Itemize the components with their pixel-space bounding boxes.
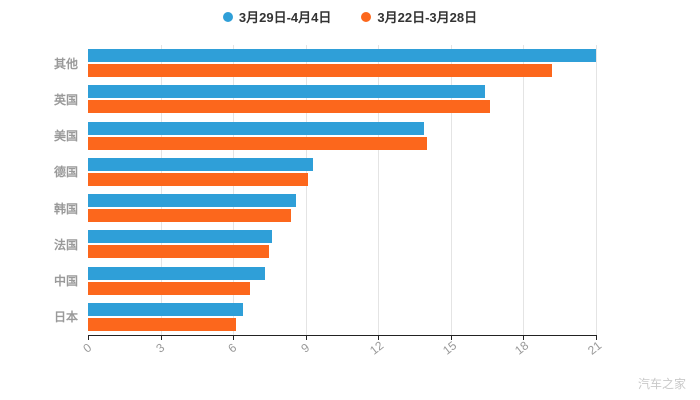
bar — [88, 317, 236, 331]
bar — [88, 157, 313, 171]
y-axis-label: 美国 — [53, 129, 78, 144]
x-axis-label: 18 — [512, 338, 532, 358]
y-axis-label: 其他 — [53, 56, 78, 71]
axis-tick — [160, 335, 162, 340]
legend-dot-orange — [361, 11, 372, 22]
gridline — [596, 45, 597, 335]
watermark: 汽车之家 — [637, 377, 686, 391]
axis-tick — [450, 335, 452, 340]
y-axis-labels: 其他英国美国德国韩国法国中国日本 — [0, 45, 80, 335]
legend-label: 3月29日-4月4日 — [238, 10, 332, 25]
y-axis-label: 日本 — [53, 310, 78, 325]
bar — [88, 136, 427, 150]
bar — [88, 64, 553, 78]
y-axis-label: 韩国 — [53, 201, 78, 216]
axis-tick — [233, 335, 235, 340]
axis-tick — [305, 335, 307, 340]
bar-group — [88, 81, 596, 117]
y-axis-label: 英国 — [53, 92, 78, 107]
axis-tick — [523, 335, 525, 340]
y-axis-label: 法国 — [53, 237, 78, 252]
bar — [88, 100, 490, 114]
legend-dot-blue — [222, 11, 233, 22]
bar-group — [88, 299, 596, 335]
gridline — [160, 45, 162, 335]
legend: 3月29日-4月4日 3月22日-3月28日 — [0, 7, 700, 26]
gridline — [233, 45, 235, 335]
bar-group — [88, 263, 596, 299]
bar — [88, 230, 272, 244]
bar-group — [88, 118, 596, 154]
bar-group — [88, 190, 596, 226]
x-axis-label: 0 — [80, 340, 95, 356]
x-axis-label: 6 — [225, 340, 240, 356]
bar — [88, 266, 265, 280]
bar — [88, 85, 485, 99]
x-axis-label: 15 — [439, 338, 460, 358]
axis-tick — [88, 335, 89, 340]
gridline — [523, 45, 525, 335]
y-axis-label: 德国 — [53, 165, 78, 180]
bar — [88, 194, 297, 208]
bar-group — [88, 45, 596, 81]
bar-group — [88, 154, 596, 190]
bar — [88, 281, 251, 295]
axis-ticks — [88, 335, 597, 341]
bars-layer — [88, 45, 596, 335]
bar — [88, 209, 292, 223]
plot-area — [88, 45, 597, 336]
x-axis-label: 3 — [152, 340, 167, 356]
bar — [88, 49, 596, 63]
bar — [88, 302, 243, 316]
legend-item-week1[interactable]: 3月22日-3月28日 — [361, 7, 477, 26]
x-axis-label: 21 — [585, 338, 605, 358]
gridline — [378, 45, 380, 335]
x-axis-label: 12 — [367, 338, 387, 358]
legend-label: 3月22日-3月28日 — [377, 10, 478, 25]
y-axis-label: 中国 — [53, 274, 78, 289]
gridline — [305, 45, 307, 335]
x-axis-labels: 0 3 6 9 12 15 18 21 — [80, 338, 604, 363]
bar-group — [88, 226, 596, 262]
bar — [88, 121, 425, 135]
bar — [88, 172, 309, 186]
x-axis-label: 9 — [298, 340, 312, 356]
axis-tick — [378, 335, 380, 340]
legend-item-week2[interactable]: 3月29日-4月4日 — [222, 7, 332, 26]
bar — [88, 245, 270, 259]
axis-tick — [596, 335, 597, 340]
gridline — [450, 45, 452, 335]
